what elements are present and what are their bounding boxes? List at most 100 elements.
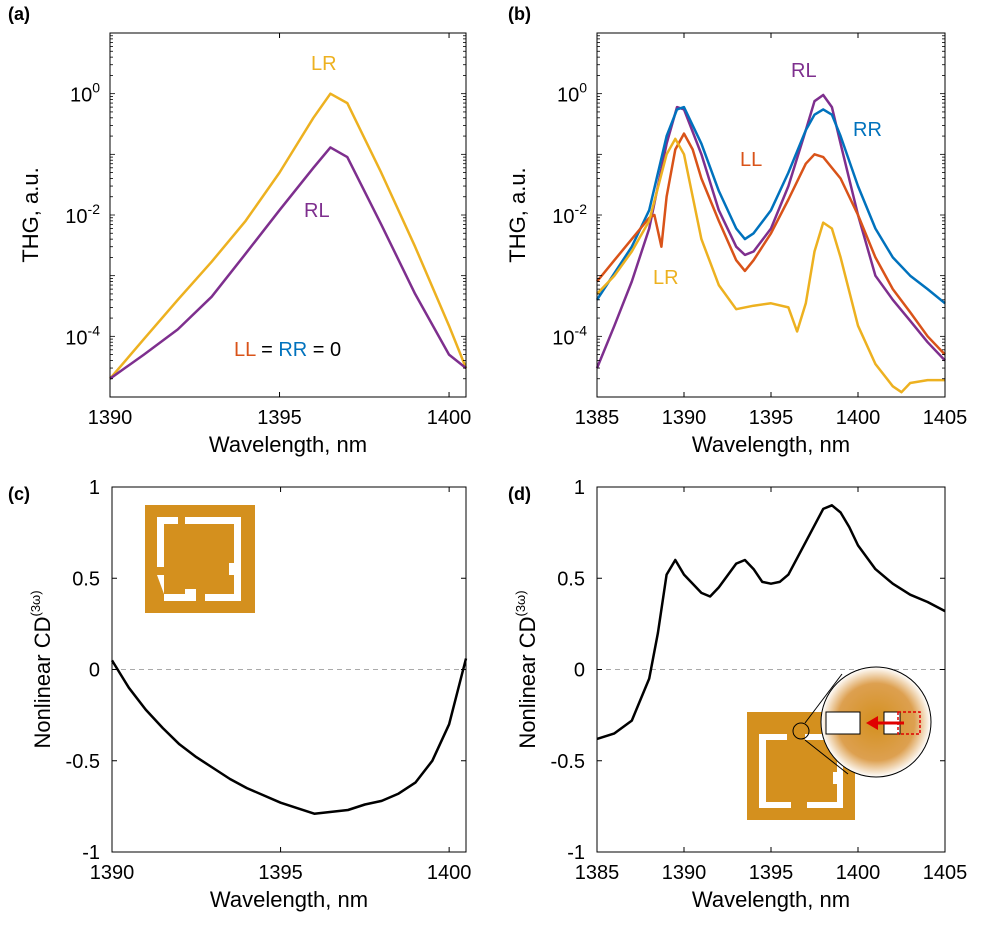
panel-c-plot-area: 1390 1395 1400 -1 -0.5 0 0.5 1 Wavelength, nm Non…	[28, 477, 471, 912]
panel-b-thg-spectrum: (b) 1385 1390 1395 1400 140510-410-2100Wavel…	[505, 4, 967, 457]
inset-center-square	[771, 746, 833, 796]
inset-center-square	[169, 529, 229, 589]
y-tick-label: 0	[89, 660, 100, 682]
inset-top-bar	[759, 734, 787, 740]
y-axis-title-main: Nonlinear CD	[30, 616, 55, 748]
shift-arrow-head	[866, 716, 878, 730]
x-tick-label: 1390	[90, 862, 135, 884]
series-line-cd	[596, 504, 946, 741]
y-tick-exponent: -4	[575, 322, 588, 338]
inset-chiral-metamolecule	[145, 505, 255, 613]
y-tick-base: 10	[65, 206, 87, 228]
y-tick-exponent: 0	[92, 80, 100, 96]
y-tick-label: 1	[574, 477, 585, 499]
panel-c-nonlinear-cd: (c) 1390 1395 1400 -1 -0.5 0 0.5 1 Wavelength, n…	[8, 477, 471, 912]
panel-b-plot-area: 1385 1390 1395 1400 140510-410-2100Wavelengt…	[505, 32, 968, 457]
series-line-rl	[595, 93, 946, 369]
y-tick-label: -0.5	[66, 751, 100, 773]
label-lr: LR	[653, 267, 679, 289]
x-axis-title: Wavelength, nm	[209, 432, 367, 457]
inset-bottom-left	[157, 575, 196, 601]
y-tick-exponent: -2	[88, 201, 101, 217]
y-tick-base: 10	[552, 206, 574, 228]
y-tick-label: 0	[574, 660, 585, 682]
x-tick-label: 1400	[836, 407, 881, 429]
y-tick-label: 10-2	[552, 201, 587, 228]
series-line-cd	[110, 658, 468, 815]
y-tick-label: 0.5	[72, 568, 100, 590]
y-tick-label: 10-4	[65, 322, 100, 349]
y-axis-title: Nonlinear CD(3ω)	[513, 590, 540, 748]
panel-d-letter: (d)	[508, 484, 531, 504]
label-lr: LR	[311, 53, 337, 75]
label-rr: RR	[853, 119, 882, 141]
y-tick-exponent: 0	[579, 80, 587, 96]
y-tick-label: -0.5	[551, 751, 585, 773]
annotation-ll: LL	[234, 339, 256, 361]
inset-bottom-left	[766, 802, 791, 808]
inset-bottom-bar	[807, 802, 843, 808]
y-axis-title-main: Nonlinear CD	[515, 616, 540, 748]
y-axis-title-superscript: (3ω)	[513, 590, 528, 616]
x-tick-label: 1395	[257, 407, 302, 429]
panel-d-plot-area: 1385 1390 1395 1400 1405 -1 -0.5 0 0.5 1 Wavelengt…	[513, 477, 967, 912]
inset-left-bracket	[759, 734, 766, 808]
panel-c-letter: (c)	[8, 484, 30, 504]
series-line-ll	[596, 132, 946, 356]
x-tick-label: 1405	[923, 862, 968, 884]
y-tick-label: 100	[557, 80, 587, 107]
series-line-rr	[595, 105, 946, 305]
inset-right-bracket	[205, 524, 241, 601]
y-tick-exponent: -4	[88, 322, 101, 338]
x-tick-label: 1395	[749, 407, 794, 429]
x-axis-title: Wavelength, nm	[210, 887, 368, 912]
x-tick-label: 1390	[88, 407, 133, 429]
x-axis-title: Wavelength, nm	[692, 432, 850, 457]
y-tick-label: -1	[82, 842, 100, 864]
y-tick-label: 10-4	[552, 322, 587, 349]
zoom-line-2	[804, 739, 849, 775]
inset-right-tab	[227, 563, 241, 575]
x-tick-label: 1395	[749, 862, 794, 884]
label-rl: RL	[304, 200, 330, 222]
x-tick-label: 1385	[575, 862, 620, 884]
y-tick-base: 10	[552, 327, 574, 349]
y-tick-exponent: -2	[575, 201, 588, 217]
axes-frame	[596, 32, 946, 398]
annotation-rr: RR	[278, 339, 307, 361]
annotation-ll-rr-zero: LL = RR = 0	[234, 339, 341, 361]
y-axis-title-superscript: (3ω)	[28, 590, 43, 616]
label-rl: RL	[791, 60, 817, 82]
annotation-eq1: =	[256, 339, 279, 361]
y-tick-label: 100	[70, 80, 100, 107]
panel-d-nonlinear-cd: (d) 1385 1390 1395 1400 1405 -1 -0.5 0 0.5 1 Wavel…	[508, 477, 967, 912]
y-axis-title: Nonlinear CD(3ω)	[28, 590, 55, 748]
x-tick-label: 1400	[427, 407, 472, 429]
x-axis-title: Wavelength, nm	[692, 887, 850, 912]
zoom-source-circle	[792, 722, 810, 740]
zoom-gap-left	[825, 711, 861, 735]
x-tick-label: 1400	[836, 862, 881, 884]
y-tick-base: 10	[70, 85, 92, 107]
panel-a-letter: (a)	[8, 4, 30, 24]
x-tick-label: 1390	[662, 862, 707, 884]
x-tick-label: 1390	[662, 407, 707, 429]
series-line-lr	[109, 92, 468, 380]
y-tick-label: 10-2	[65, 201, 100, 228]
x-tick-label: 1405	[923, 407, 968, 429]
y-tick-label: 1	[89, 477, 100, 499]
annotation-eq2: = 0	[307, 339, 341, 361]
y-axis-title: THG, a.u.	[18, 167, 43, 262]
y-tick-label: -1	[567, 842, 585, 864]
inset-top-bar	[185, 517, 241, 524]
panel-b-letter: (b)	[508, 4, 531, 24]
label-ll: LL	[740, 149, 762, 171]
y-axis-title: THG, a.u.	[505, 167, 530, 262]
series-line-lr	[596, 137, 945, 394]
y-tick-label: 0.5	[557, 568, 585, 590]
zoom-bubble	[820, 666, 932, 778]
x-tick-label: 1395	[258, 862, 303, 884]
x-tick-label: 1385	[575, 407, 620, 429]
